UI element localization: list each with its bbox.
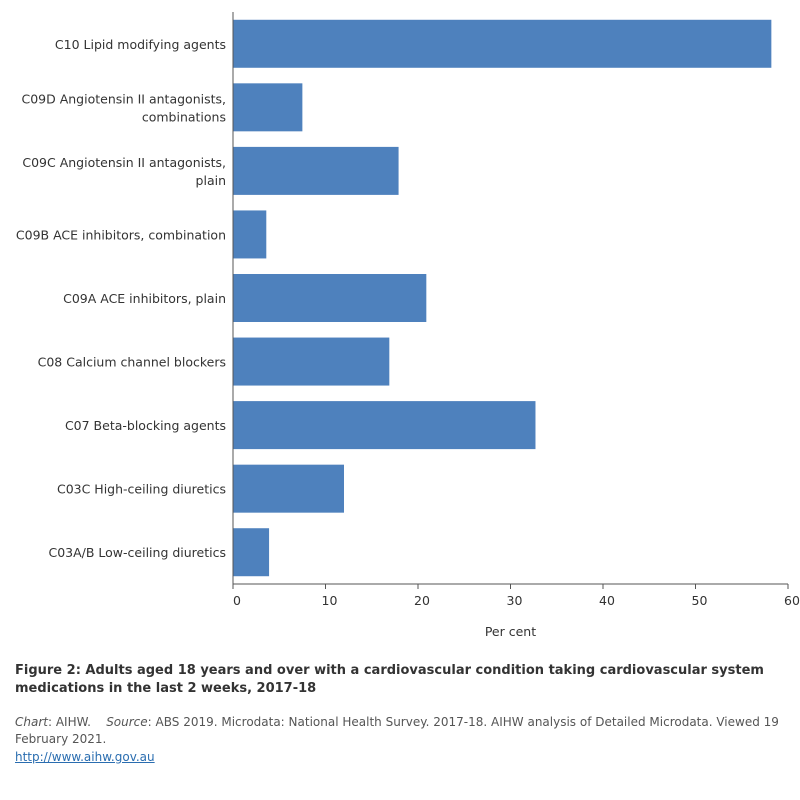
x-tick-label: 20	[414, 593, 430, 608]
bar	[233, 337, 390, 386]
figure-title: Figure 2: Adults aged 18 years and over …	[15, 663, 764, 696]
figure-source: Chart: AIHW. Source: ABS 2019. Microdata…	[15, 714, 790, 748]
x-tick-label: 0	[233, 593, 241, 608]
aihw-link[interactable]: http://www.aihw.gov.au	[15, 750, 155, 764]
chart-credit-label: Chart	[15, 715, 48, 729]
x-tick-label: 60	[784, 593, 800, 608]
category-label: C08 Calcium channel blockers	[38, 355, 226, 370]
bar	[233, 274, 427, 322]
x-tick-label: 30	[507, 593, 523, 608]
source-label: Source	[106, 715, 148, 729]
bar	[233, 83, 303, 132]
category-label: C10 Lipid modifying agents	[55, 37, 226, 52]
bar	[233, 210, 267, 259]
bar	[233, 528, 270, 577]
bar	[233, 19, 772, 68]
chart-credit-value: : AIHW.	[47, 715, 91, 729]
figure-link-container: http://www.aihw.gov.au	[15, 749, 790, 766]
x-axis-label: Per cent	[485, 624, 536, 639]
x-tick-label: 10	[322, 593, 338, 608]
source-value: : ABS 2019. Microdata: National Health S…	[15, 715, 779, 746]
category-label: C09B ACE inhibitors, combination	[16, 227, 226, 242]
category-label: C03C High-ceiling diuretics	[57, 482, 226, 497]
bar	[233, 401, 536, 450]
bar-chart: C10 Lipid modifying agents C09D Angiotens…	[16, 12, 800, 639]
category-label: C09C Angiotensin II antagonists, plain	[22, 155, 226, 188]
category-label: C03A/B Low-ceiling diuretics	[48, 545, 226, 560]
bar	[233, 146, 399, 195]
category-label: C07 Beta-blocking agents	[65, 418, 226, 433]
x-tick-label: 50	[692, 593, 708, 608]
category-label: C09A ACE inhibitors, plain	[63, 291, 226, 306]
category-label: C09D Angiotensin II antagonists, combinat…	[21, 91, 226, 124]
x-tick-label: 40	[599, 593, 615, 608]
bar	[233, 464, 344, 513]
